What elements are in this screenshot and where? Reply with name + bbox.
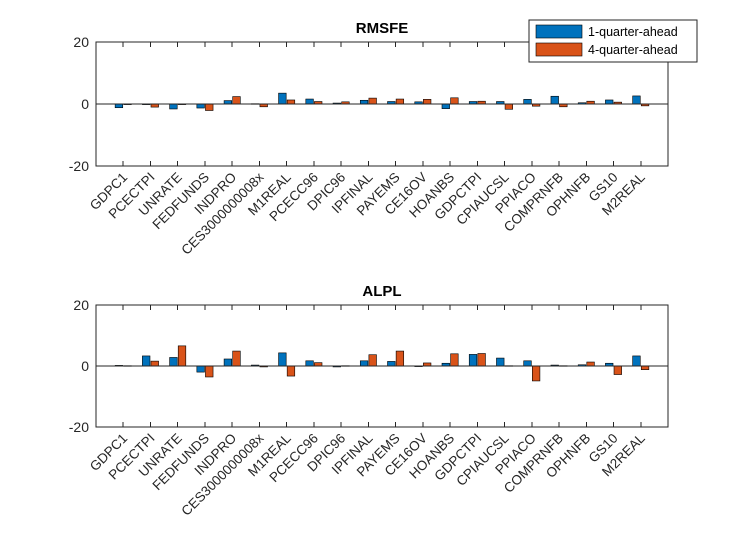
y-axis: 20 0 -20: [69, 297, 101, 435]
bar-4q-ipfinal: [368, 97, 377, 105]
bar-4q-ipfinal: [368, 354, 377, 367]
bar-1q-gs10: [605, 99, 614, 105]
bar-4q-gdpctpi: [477, 353, 486, 367]
bar-1q-ppiaco: [523, 360, 532, 367]
bar-1q-m1real: [278, 352, 287, 367]
bar-4q-fedfunds: [205, 365, 214, 378]
legend-label-4q: 4-quarter-ahead: [588, 43, 678, 57]
legend-swatch-1q: [535, 24, 583, 39]
y-tick-label: 20: [73, 297, 89, 313]
bar-1q-ipfinal: [359, 99, 369, 105]
bar-1q-m2real: [632, 355, 641, 367]
bar-4q-unrate: [177, 345, 187, 367]
y-tick-label: -20: [69, 158, 89, 174]
bar-1q-payems: [387, 361, 396, 367]
bar-4q-pcecc96: [314, 362, 323, 367]
bar-1q-ipfinal: [359, 360, 369, 367]
bar-4q-fedfunds: [205, 103, 214, 111]
legend: 1-quarter-ahead 4-quarter-ahead: [528, 19, 698, 63]
bar-4q-hoanbs: [450, 353, 459, 367]
bar-4q-payems: [395, 350, 405, 367]
bar-4q-indpro: [232, 96, 241, 105]
x-axis: GDPC1PCECTPIUNRATEFEDFUNDSINDPROCES30000…: [87, 42, 648, 258]
bar-1q-comprnfb: [550, 95, 559, 105]
bar-4q-ophnfb: [586, 361, 595, 367]
bar-1q-m2real: [632, 95, 641, 105]
y-axis: 20 0 -20: [69, 34, 101, 174]
bar-4q-pcectpi: [150, 360, 159, 367]
chart-title: ALPL: [362, 283, 401, 300]
bar-1q-pcecc96: [305, 360, 314, 367]
y-tick-label: -20: [69, 419, 89, 435]
bar-4q-m1real: [286, 99, 296, 105]
bar-4q-ppiaco: [532, 365, 541, 382]
y-tick-label: 0: [81, 96, 89, 112]
bar-1q-indpro: [223, 358, 232, 367]
bar-4q-m2real: [640, 365, 650, 370]
bar-4q-indpro: [232, 350, 241, 367]
bar-1q-cpiaucsl: [496, 357, 505, 367]
bar-1q-indpro: [223, 100, 232, 105]
bar-1q-hoanbs: [441, 103, 450, 109]
bar-4q-payems: [395, 98, 405, 105]
x-axis: GDPC1PCECTPIUNRATEFEDFUNDSINDPROCES30000…: [87, 305, 648, 519]
bar-1q-fedfunds: [196, 103, 205, 109]
bar-1q-m1real: [278, 92, 287, 105]
bar-1q-unrate: [169, 357, 178, 367]
bar-1q-ppiaco: [523, 99, 532, 105]
bar-1q-pcectpi: [142, 355, 151, 367]
bars-group: [114, 345, 650, 382]
subplot-alpl: ALPL 20 0 -20 GDPC1PCECTPIUNRATEFEDFUNDS…: [69, 283, 669, 519]
bar-1q-fedfunds: [196, 365, 205, 373]
bar-4q-ce16ov: [423, 99, 432, 105]
y-tick-label: 20: [73, 34, 89, 50]
legend-label-1q: 1-quarter-ahead: [588, 25, 678, 39]
bar-1q-unrate: [169, 103, 178, 110]
bar-1q-gdpctpi: [468, 354, 478, 367]
y-tick-label: 0: [81, 358, 89, 374]
bar-1q-gdpc1: [114, 103, 124, 109]
bar-4q-cpiaucsl: [504, 103, 513, 110]
bar-4q-hoanbs: [450, 97, 459, 105]
bar-4q-m1real: [286, 365, 296, 377]
subplot-rmsfe: RMSFE 20 0 -20 GDPC1PCECTPIUNRATEFEDFUND…: [69, 19, 698, 258]
bars-group: [114, 92, 650, 111]
chart-title: RMSFE: [356, 20, 409, 37]
bar-4q-gs10: [613, 365, 622, 375]
bar-1q-pcecc96: [305, 98, 314, 105]
legend-swatch-4q: [535, 42, 583, 57]
